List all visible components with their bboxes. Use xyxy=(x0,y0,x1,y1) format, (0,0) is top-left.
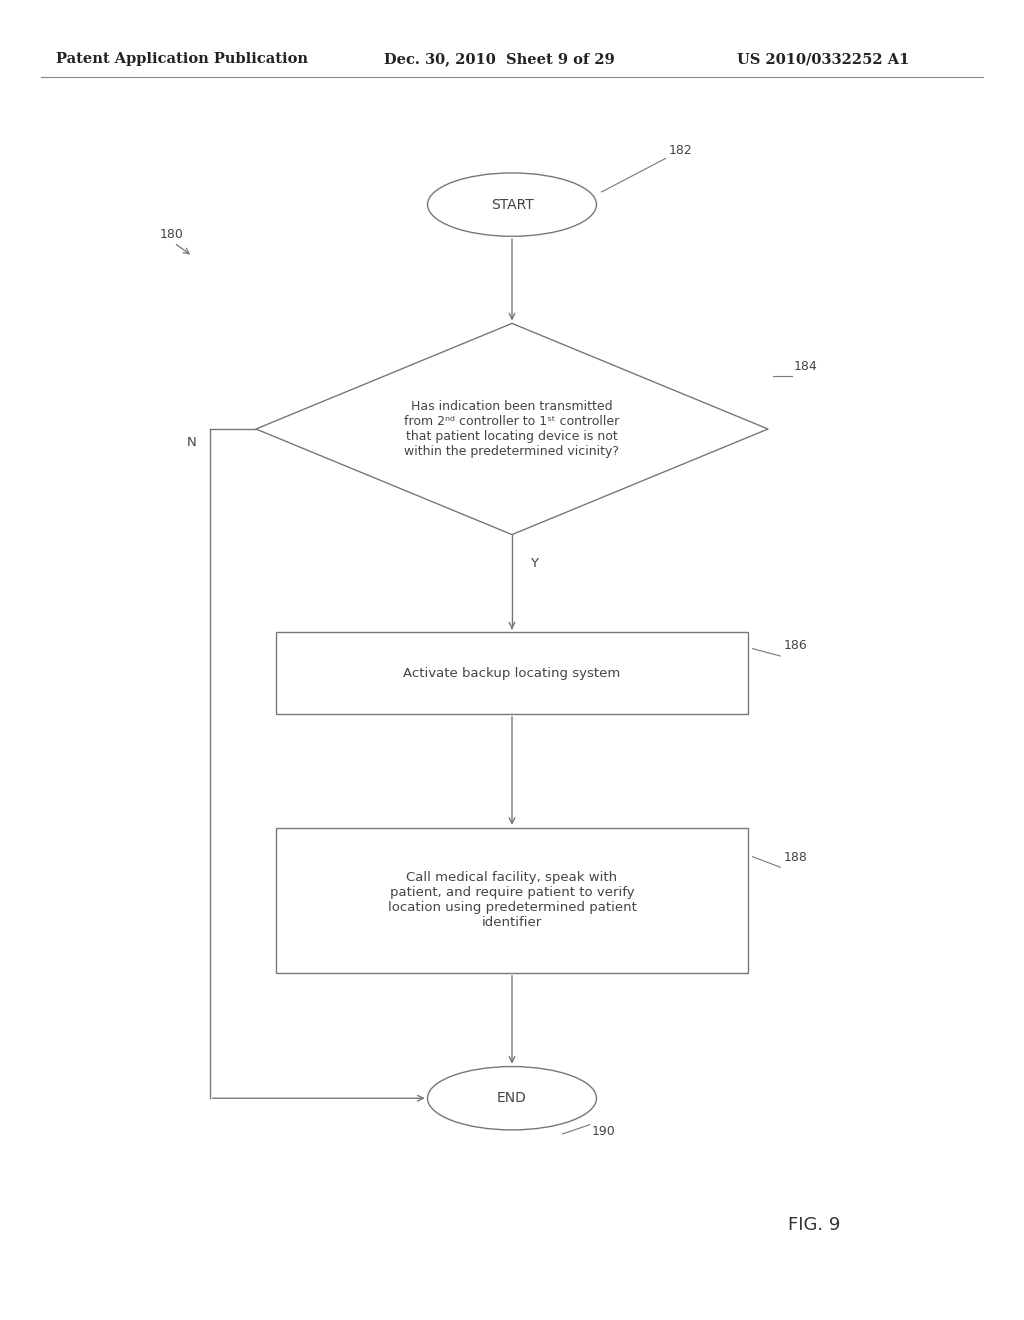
Text: US 2010/0332252 A1: US 2010/0332252 A1 xyxy=(737,53,909,66)
Text: FIG. 9: FIG. 9 xyxy=(787,1216,841,1234)
Text: 186: 186 xyxy=(783,639,807,652)
Bar xyxy=(276,632,748,714)
Bar xyxy=(276,828,748,973)
Text: Has indication been transmitted
from 2ⁿᵈ controller to 1ˢᵗ controller
that patie: Has indication been transmitted from 2ⁿᵈ… xyxy=(404,400,620,458)
Text: END: END xyxy=(497,1092,527,1105)
Text: Call medical facility, speak with
patient, and require patient to verify
locatio: Call medical facility, speak with patien… xyxy=(387,871,637,929)
Text: 180: 180 xyxy=(160,227,184,240)
Text: N: N xyxy=(186,436,197,449)
Text: START: START xyxy=(490,198,534,211)
Text: Patent Application Publication: Patent Application Publication xyxy=(56,53,308,66)
Text: Activate backup locating system: Activate backup locating system xyxy=(403,667,621,680)
Text: Y: Y xyxy=(530,557,539,570)
Text: Dec. 30, 2010  Sheet 9 of 29: Dec. 30, 2010 Sheet 9 of 29 xyxy=(384,53,614,66)
Text: 190: 190 xyxy=(592,1125,615,1138)
Text: 188: 188 xyxy=(783,850,807,863)
Text: 184: 184 xyxy=(794,359,817,372)
Text: 182: 182 xyxy=(669,144,692,157)
